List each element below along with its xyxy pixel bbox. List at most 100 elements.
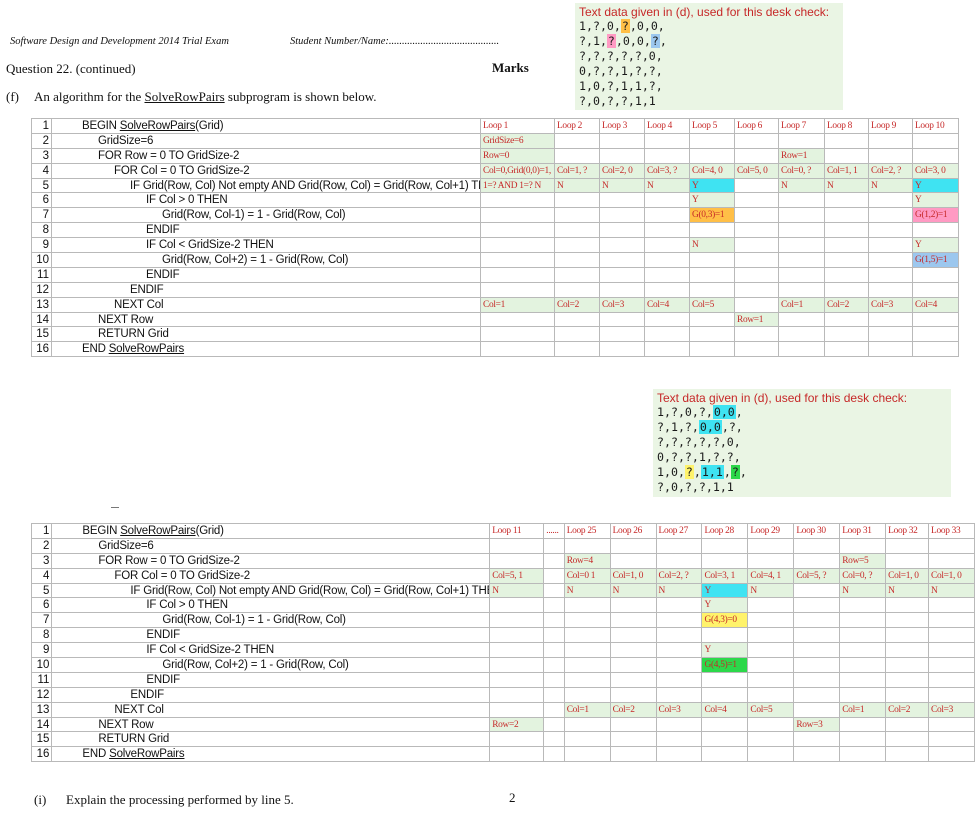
- loop-header: Loop 9: [868, 118, 913, 134]
- trace-cell: [912, 281, 959, 298]
- trace-cell: Col=2, ?: [868, 162, 913, 179]
- trace-cell: Col=3: [655, 701, 703, 718]
- pseudocode-subprogram-name: SolveRowPairs: [119, 119, 196, 132]
- trace-cell: [747, 731, 795, 748]
- line-number: 3: [30, 552, 53, 569]
- trace-cell: [644, 341, 690, 358]
- part-f-text-before: An algorithm for the: [34, 89, 145, 104]
- trace-cell: [599, 281, 645, 298]
- trace-cell: [928, 597, 975, 614]
- loop-header: Loop 7: [778, 118, 825, 134]
- trace-cell: Col=1: [778, 296, 825, 313]
- line-number: 16: [30, 746, 53, 763]
- trace-cell: [734, 326, 779, 343]
- pseudocode-line: NEXT Col: [51, 296, 481, 313]
- trace-cell: [543, 716, 565, 733]
- trace-cell: [885, 657, 930, 673]
- trace-cell: [489, 701, 545, 718]
- trace-cell: [489, 642, 545, 659]
- trace-cell: [928, 731, 975, 748]
- trace-cell: [655, 642, 703, 659]
- text-data-segment: ,: [615, 34, 623, 48]
- trace-cell: [599, 266, 645, 283]
- trace-cell: [563, 627, 611, 644]
- trace-cell: [778, 311, 825, 328]
- line-number: 5: [30, 582, 53, 599]
- line-number: 12: [31, 281, 52, 298]
- trace-cell: [644, 266, 690, 283]
- pseudocode-line: NEXT Row: [51, 311, 481, 328]
- trace-cell: Row=1: [778, 147, 825, 164]
- trace-cell: [885, 746, 930, 763]
- trace-cell: G(4,3)=0: [701, 612, 749, 629]
- trace-cell: [868, 281, 913, 298]
- line-number: 8: [31, 222, 52, 239]
- trace-cell: [554, 311, 600, 328]
- trace-cell: Col=5: [747, 701, 795, 718]
- pseudocode-line: IF Grid(Row, Col) Not empty AND Grid(Row…: [51, 582, 491, 599]
- line-number: 14: [30, 716, 53, 733]
- trace-cell: [489, 552, 545, 569]
- pseudocode-text: NEXT Row: [98, 718, 154, 731]
- pseudocode-line: ENDIF: [51, 281, 481, 298]
- trace-cell: [563, 731, 611, 748]
- desk-check-row: 7 Grid(Row, Col-1) = 1 - Grid(Row, Col) G(…: [30, 612, 975, 629]
- trace-cell: [689, 132, 735, 149]
- trace-cell: [747, 686, 795, 703]
- trace-cell: Col=1: [563, 701, 611, 718]
- trace-cell: [824, 311, 869, 328]
- trace-cell: [489, 597, 545, 614]
- desk-check-row: 13 NEXT Col Col=1 Col=2 Col=3 Col=4 Col=5 Col=1…: [30, 701, 975, 718]
- trace-cell: [599, 341, 645, 358]
- pseudocode-line: ENDIF: [51, 222, 481, 239]
- trace-cell: [885, 612, 930, 629]
- trace-cell: [912, 266, 959, 283]
- trace-cell: N: [644, 177, 690, 194]
- loop-header: Loop 33: [928, 523, 975, 539]
- loop-header: Loop 8: [824, 118, 869, 134]
- trace-cell: Col=5, 1: [489, 567, 545, 584]
- line-number: 10: [31, 252, 52, 268]
- trace-cell: [885, 552, 930, 569]
- trace-cell: [839, 671, 887, 688]
- line-number: 10: [30, 657, 53, 673]
- line-number: 16: [31, 341, 52, 358]
- trace-cell: N: [655, 582, 703, 599]
- desk-check-row: 2 GridSize=6: [30, 537, 975, 554]
- text-data-line: 1,0,?,1,1,?,: [657, 465, 947, 480]
- trace-cell: [554, 207, 600, 224]
- pseudocode-line: FOR Col = 0 TO GridSize-2: [51, 162, 481, 179]
- trace-cell: [609, 552, 657, 569]
- trace-cell: Col=3, 0: [912, 162, 959, 179]
- trace-cell: [734, 222, 779, 239]
- trace-cell: [824, 266, 869, 283]
- text-data-segment: 0,0: [698, 420, 722, 434]
- desk-check-row: 11 ENDIF: [30, 671, 975, 688]
- trace-cell: [689, 266, 735, 283]
- loop-header: Loop 30: [793, 523, 841, 539]
- loop-header: Loop 11: [489, 523, 545, 539]
- trace-cell: [734, 132, 779, 149]
- trace-cell: [824, 281, 869, 298]
- text-data-segment: ?,0,?,?,1,1: [579, 94, 656, 108]
- text-data-segment: ?,1,?,: [657, 420, 699, 434]
- pseudocode-line: END SolveRowPairs: [51, 746, 491, 763]
- text-data-segment: 1,0,?,1,1,?,: [579, 79, 663, 93]
- trace-cell: [885, 671, 930, 688]
- pseudocode-line: ENDIF: [51, 686, 491, 703]
- trace-cell: [655, 597, 703, 614]
- trace-cell: [554, 326, 600, 343]
- desk-check-row: 11 ENDIF: [31, 266, 959, 283]
- line-number: 7: [30, 612, 53, 629]
- trace-cell: [655, 731, 703, 748]
- trace-cell: [885, 597, 930, 614]
- trace-cell: [824, 132, 869, 149]
- trace-cell: [609, 746, 657, 763]
- pseudocode-text: BEGIN: [82, 119, 120, 132]
- trace-cell: Col=4: [912, 296, 959, 313]
- text-data-segment: ,: [739, 465, 747, 479]
- pseudocode-line: IF Grid(Row, Col) Not empty AND Grid(Row…: [51, 177, 481, 194]
- text-data-lines-middle: 1,?,0,?,0,0, ?,1,?,0,0,?, ?,?,?,?,?,0, 0,?,…: [657, 405, 947, 495]
- trace-cell: [868, 132, 913, 149]
- pseudocode-text: RETURN Grid: [98, 328, 169, 341]
